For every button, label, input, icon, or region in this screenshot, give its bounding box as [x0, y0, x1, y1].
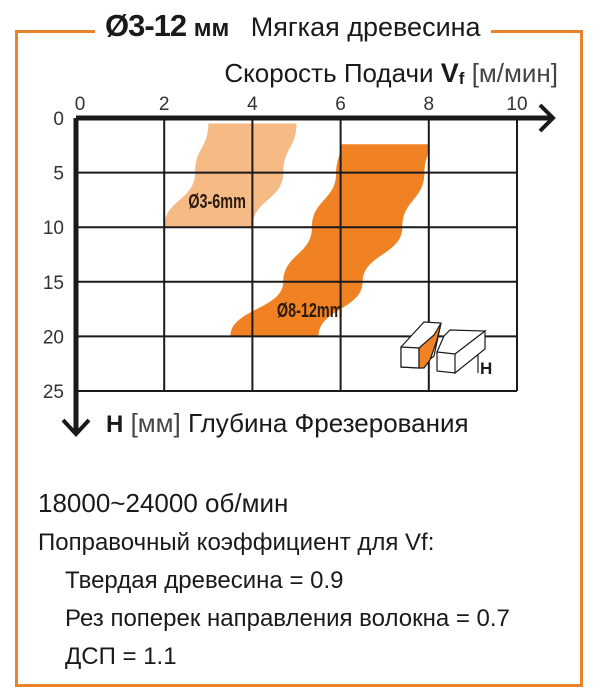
- diameter-unit: мм: [193, 15, 230, 42]
- x-tick-label: 8: [424, 94, 435, 115]
- y-axis-arrow: [61, 418, 91, 437]
- diameter-range: Ø3-12: [105, 8, 187, 43]
- y-axis-title: H [мм] Глубина Фрезерования: [106, 408, 469, 439]
- y-tick-label: 25: [43, 382, 64, 403]
- x-axis-arrow: [538, 103, 556, 133]
- correction-item: ДСП = 1.1: [65, 643, 177, 670]
- workpiece-right: [436, 329, 487, 375]
- workpiece-left-front: [400, 346, 420, 369]
- x-axis-unit: [м/мин]: [464, 58, 558, 88]
- band-36mm: [164, 123, 297, 228]
- x-tick-label: 4: [247, 94, 258, 115]
- x-tick-label: 6: [335, 94, 346, 115]
- y-tick-label: 5: [53, 164, 64, 185]
- band-812mm: [230, 144, 429, 337]
- y-tick-label: 0: [53, 109, 64, 130]
- rpm-value: 18000~24000: [38, 488, 198, 518]
- y-axis-symbol: H: [106, 411, 124, 438]
- x-axis-symbol: V: [440, 58, 459, 88]
- y-axis-unit: [мм]: [123, 408, 188, 438]
- workpiece-icon: [400, 321, 487, 375]
- series-label: Ø3-6mm: [188, 190, 246, 213]
- y-tick-label: 15: [43, 273, 64, 294]
- x-tick-label: 0: [75, 94, 86, 115]
- series-label: Ø8-12mm: [277, 299, 343, 322]
- x-axis-subscript: f: [458, 69, 465, 88]
- y-tick-label: 20: [43, 327, 64, 348]
- correction-title: Поправочный коэффициент для Vf:: [38, 529, 435, 556]
- y-axis-label: Глубина Фрезерования: [188, 408, 469, 438]
- y-tick-label: 10: [43, 218, 64, 239]
- depth-label: H: [480, 359, 492, 378]
- workpiece-profile: [418, 322, 442, 369]
- correction-item: Твердая древесина = 0.9: [65, 567, 344, 594]
- x-tick-label: 2: [159, 94, 170, 115]
- material-label: Мягкая древесина: [250, 12, 481, 42]
- x-axis-label: Скорость Подачи: [224, 58, 441, 88]
- correction-item: Рез поперек направления волокна = 0.7: [65, 605, 510, 632]
- notes: 18000~24000 об/мин Поправочный коэффицие…: [38, 484, 510, 676]
- x-tick-label: 10: [506, 94, 527, 115]
- chart-title: Ø3-12 мм Мягкая древесина: [95, 8, 491, 44]
- x-axis-title: Скорость Подачи Vf [м/мин]: [224, 58, 558, 89]
- rpm-line: 18000~24000 об/мин: [38, 484, 510, 524]
- rpm-unit: об/мин: [197, 488, 289, 518]
- frame-bottom-border: [15, 684, 583, 687]
